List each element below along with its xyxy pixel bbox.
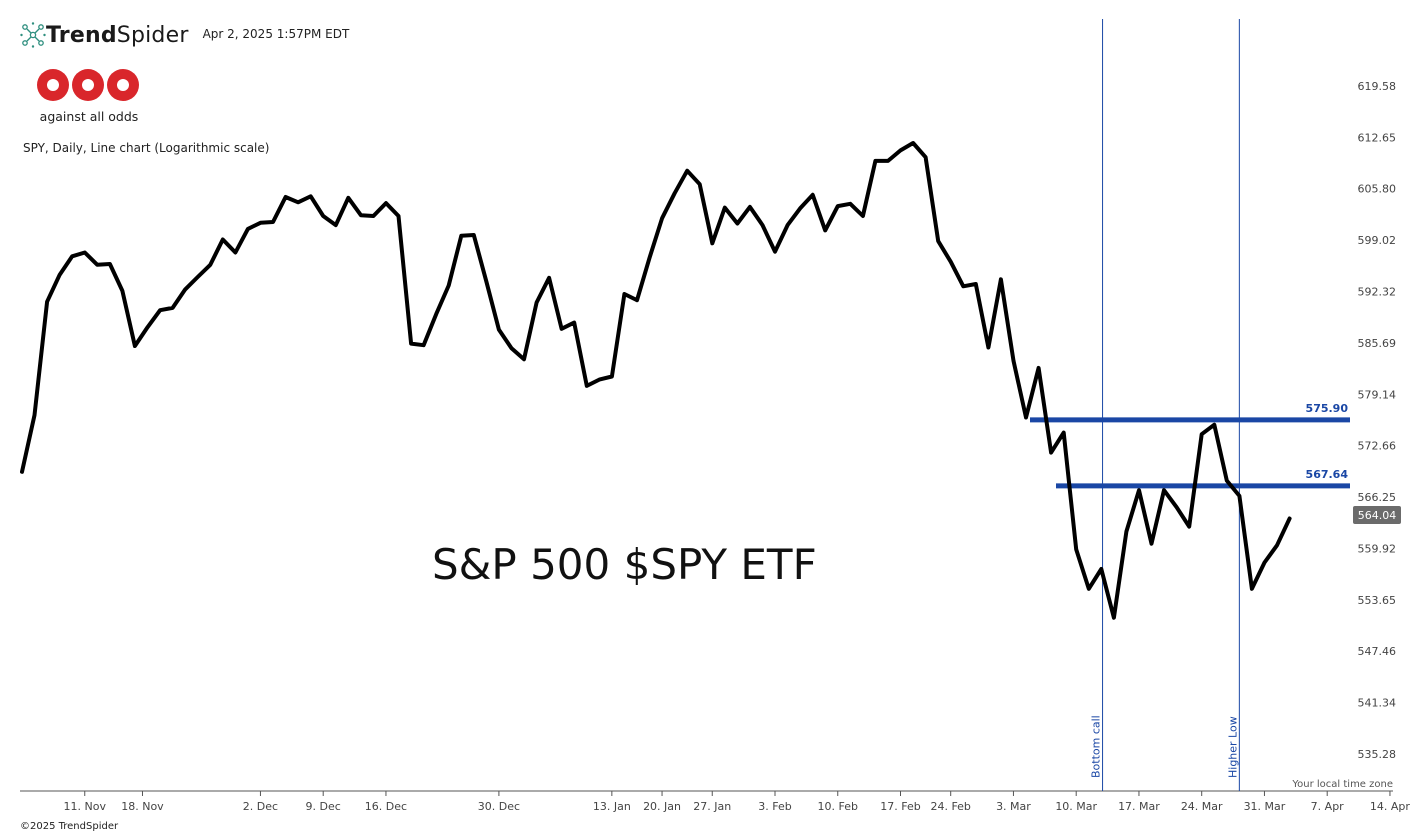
y-tick-label: 566.25 (1358, 491, 1397, 504)
y-tick-label: 541.34 (1358, 697, 1397, 710)
x-tick-label: 17. Feb (880, 800, 920, 813)
marker-label: Higher Low (1226, 716, 1239, 778)
x-tick-label: 7. Apr (1311, 800, 1344, 813)
y-tick-label: 612.65 (1358, 131, 1397, 144)
level-label: 575.90 (1306, 402, 1349, 415)
logo-tagline: against all odds (39, 109, 139, 124)
y-tick-label: 572.66 (1358, 440, 1397, 453)
y-tick-label: 619.58 (1358, 80, 1397, 93)
x-tick-label: 10. Mar (1055, 800, 1097, 813)
x-tick-label: 30. Dec (478, 800, 520, 813)
y-tick-label: 585.69 (1358, 337, 1397, 350)
y-tick-label: 592.32 (1358, 286, 1397, 299)
last-price-label: 564.04 (1358, 509, 1397, 522)
x-tick-label: 11. Nov (64, 800, 107, 813)
x-tick-label: 17. Mar (1118, 800, 1160, 813)
y-tick-label: 599.02 (1358, 234, 1397, 247)
against-all-odds-logo: against all odds (36, 66, 142, 124)
x-tick-label: 2. Dec (243, 800, 278, 813)
chart-title: S&P 500 $SPY ETF (432, 540, 817, 589)
brand-header: TrendSpider Apr 2, 2025 1:57PM EDT (20, 22, 349, 48)
x-tick-label: 24. Mar (1181, 800, 1223, 813)
y-tick-label: 553.65 (1358, 594, 1397, 607)
y-tick-label: 559.92 (1358, 542, 1397, 555)
aao-logo-icon (37, 69, 139, 101)
x-tick-label: 10. Feb (818, 800, 858, 813)
trendspider-logo-icon (20, 22, 46, 48)
level-label: 567.64 (1306, 468, 1349, 481)
x-tick-label: 9. Dec (306, 800, 341, 813)
x-tick-label: 14. Apr (1370, 800, 1410, 813)
copyright-footer: ©2025 TrendSpider (20, 821, 119, 832)
brand-name: TrendSpider (46, 22, 189, 48)
x-tick-label: 20. Jan (643, 800, 681, 813)
last-price-badge (1353, 505, 1401, 524)
x-tick-label: 13. Jan (593, 800, 631, 813)
x-tick-label: 3. Feb (758, 800, 791, 813)
timezone-note: Your local time zone (1292, 779, 1393, 790)
x-tick-label: 24. Feb (930, 800, 970, 813)
x-tick-label: 3. Mar (996, 800, 1031, 813)
y-tick-label: 547.46 (1358, 645, 1397, 658)
price-line (20, 141, 1292, 620)
y-tick-label: 579.14 (1358, 388, 1397, 401)
chart-timestamp: Apr 2, 2025 1:57PM EDT (202, 27, 350, 41)
chart-description: SPY, Daily, Line chart (Logarithmic scal… (23, 141, 270, 155)
y-tick-label: 535.28 (1358, 748, 1397, 761)
y-tick-label: 605.80 (1358, 183, 1397, 196)
x-tick-label: 27. Jan (693, 800, 731, 813)
marker-label: Bottom call (1090, 715, 1103, 778)
x-tick-label: 31. Mar (1244, 800, 1286, 813)
x-tick-label: 16. Dec (365, 800, 407, 813)
x-tick-label: 18. Nov (121, 800, 164, 813)
